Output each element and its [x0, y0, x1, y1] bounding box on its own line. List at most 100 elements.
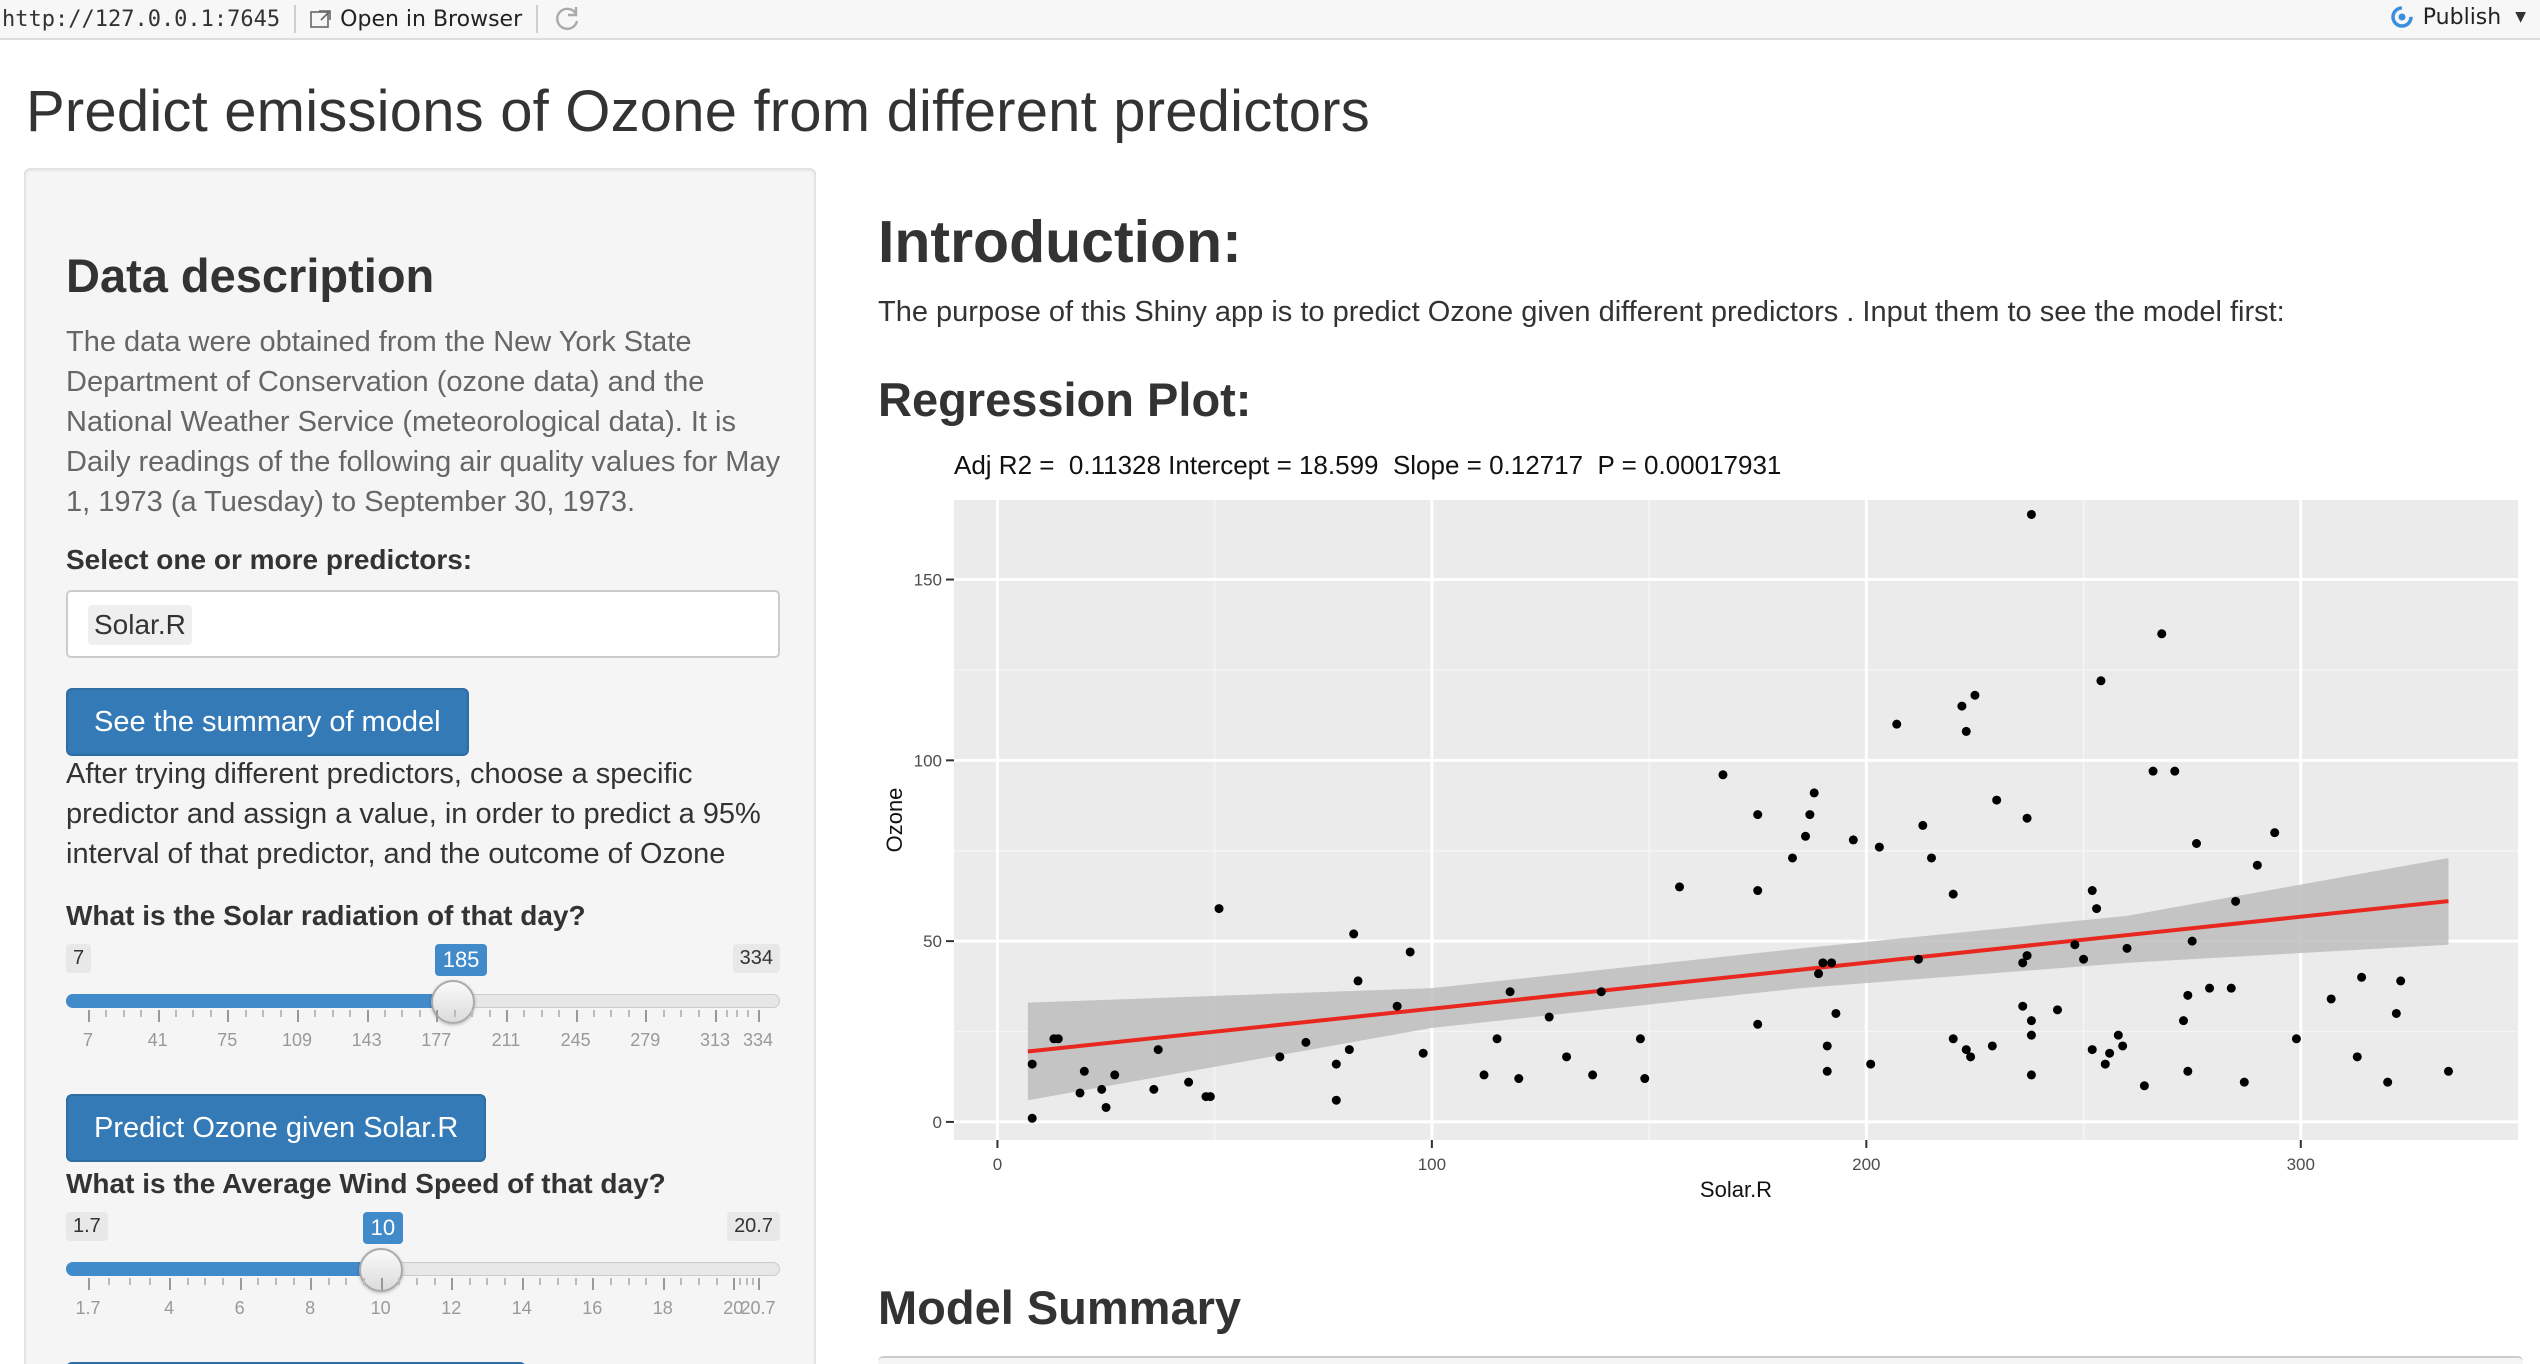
publish-button[interactable]: Publish ▼	[2389, 4, 2526, 30]
refresh-icon[interactable]	[552, 4, 582, 34]
regression-plot: 0 50 100 150 0 100 200 300 Solar.R Ozone	[882, 500, 2518, 1202]
summary-button[interactable]: See the summary of model	[66, 688, 469, 756]
data-point	[2170, 766, 2180, 776]
toolbar-divider	[294, 5, 297, 33]
slider-minor-tick	[128, 1278, 131, 1285]
data-point	[2022, 951, 2032, 961]
y-tick-label: 0	[933, 1113, 942, 1132]
data-point	[1913, 954, 1923, 964]
data-point	[2122, 943, 2132, 953]
data-point	[2352, 1052, 2362, 1062]
slider-minor-tick	[486, 1278, 489, 1285]
slider-minor-tick	[488, 1010, 491, 1017]
data-point	[1053, 1034, 1063, 1044]
open-in-browser-button[interactable]: Open in Browser	[310, 7, 522, 32]
slider-major-tick	[758, 1278, 760, 1290]
confidence-band	[1027, 857, 2449, 1101]
predict-ozone-button[interactable]: Predict Ozone given Solar.R	[66, 1094, 487, 1162]
data-point	[1588, 1070, 1598, 1080]
data-description-text: The data were obtained from the New York…	[66, 326, 781, 518]
data-point	[1097, 1084, 1107, 1094]
slider-major-tick	[239, 1278, 242, 1290]
slider-minor-tick	[331, 1010, 334, 1017]
slider-minor-tick	[715, 1278, 718, 1285]
slider-minor-tick	[257, 1278, 260, 1285]
chevron-down-icon[interactable]: ▼	[2515, 9, 2526, 25]
slider-major-tick	[592, 1278, 595, 1290]
slider-minor-tick	[662, 1010, 665, 1017]
solar-radiation-slider[interactable]: 7 334 185 7 41 75 109 143 177 211 245 279 313 334	[66, 944, 780, 1064]
slider-minor-tick	[314, 1010, 317, 1017]
data-point	[2105, 1048, 2115, 1058]
slider-minor-tick	[680, 1278, 683, 1285]
slider-minor-tick	[105, 1010, 108, 1017]
data-point	[1492, 1034, 1502, 1044]
slider-major-tick	[436, 1010, 439, 1022]
data-point	[2096, 676, 2106, 686]
slider-minor-tick	[627, 1278, 630, 1285]
toolbar-divider	[536, 5, 539, 33]
data-point	[1822, 1066, 1832, 1076]
data-point	[1822, 1041, 1832, 1051]
data-point	[1848, 835, 1858, 845]
wind-speed-slider[interactable]: 1.7 20.7 10 1.7 4 6 8 10 12 14 16 18 20 20.7	[66, 1212, 780, 1332]
slider-value-badge: 185	[434, 944, 488, 976]
data-point	[1027, 1059, 1037, 1069]
slider-minor-tick	[680, 1010, 683, 1017]
slider-tick-label: 4	[164, 1298, 175, 1318]
slider-minor-tick	[274, 1278, 277, 1285]
predictor-select[interactable]: Solar.R	[66, 590, 780, 658]
data-point	[2026, 1070, 2036, 1080]
slider-minor-tick	[292, 1278, 295, 1285]
slider-minor-tick	[140, 1010, 143, 1017]
data-point	[1987, 1041, 1997, 1051]
slider-minor-tick	[415, 1278, 418, 1285]
slider-minor-tick	[209, 1010, 212, 1017]
data-point	[2183, 990, 2193, 1000]
selected-predictor-chip[interactable]: Solar.R	[88, 605, 192, 645]
slider-major-tick	[366, 1010, 369, 1022]
slider-major-tick	[157, 1010, 160, 1022]
publish-icon	[2391, 6, 2413, 28]
slider-minor-tick	[279, 1010, 282, 1017]
data-point	[1544, 1012, 1554, 1022]
slider-minor-tick	[558, 1010, 561, 1017]
slider-minor-tick	[433, 1278, 436, 1285]
x-tick-label: 100	[1418, 1155, 1446, 1174]
slider-max-label: 20.7	[727, 1212, 780, 1241]
slider-tick-label: 16	[582, 1298, 603, 1318]
slider-minor-tick	[504, 1278, 507, 1285]
data-point	[1349, 929, 1359, 939]
slider-minor-tick	[751, 1278, 754, 1285]
slider-major-tick	[733, 1278, 736, 1290]
slider-minor-tick	[645, 1278, 648, 1285]
data-point	[1957, 701, 1967, 711]
data-point	[1353, 976, 1363, 986]
slider-minor-tick	[222, 1278, 224, 1285]
slider-major-tick	[645, 1010, 648, 1022]
data-point	[2026, 1016, 2036, 1026]
slider-minor-tick	[327, 1278, 330, 1285]
data-point	[2022, 813, 2032, 823]
data-point	[1505, 987, 1515, 997]
y-tick-label: 100	[914, 751, 942, 770]
data-point	[2092, 904, 2102, 914]
slider-tick-label: 7	[82, 1030, 94, 1050]
y-axis-label: Ozone	[882, 788, 907, 853]
data-point	[2252, 860, 2262, 870]
data-point	[2079, 954, 2089, 964]
x-axis-label: Solar.R	[1700, 1177, 1772, 1202]
data-point	[1331, 1059, 1341, 1069]
data-point	[1948, 1034, 1958, 1044]
data-point	[2018, 958, 2028, 968]
slider-major-tick	[521, 1278, 524, 1290]
data-point	[1205, 1092, 1215, 1102]
data-point	[2291, 1034, 2301, 1044]
page-title: Predict emissions of Ozone from differen…	[26, 79, 1370, 144]
slider-minor-tick	[627, 1010, 630, 1017]
data-point	[2148, 766, 2158, 776]
slider-major-tick	[88, 1278, 90, 1290]
data-point	[2118, 1041, 2128, 1051]
data-point	[2226, 983, 2236, 993]
slider-tick-label: 245	[560, 1030, 591, 1050]
